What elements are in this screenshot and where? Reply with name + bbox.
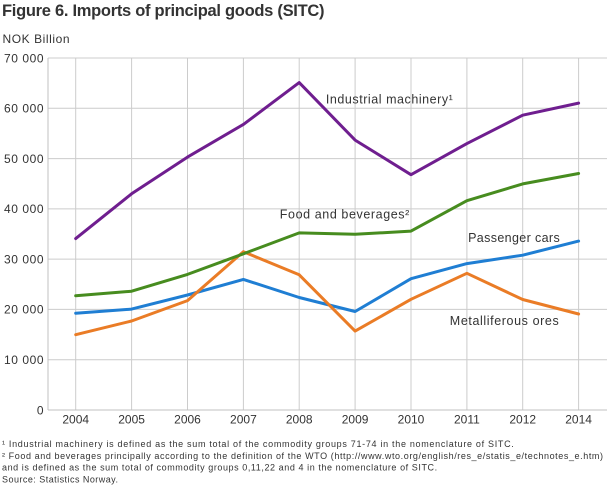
- svg-text:2010: 2010: [398, 413, 425, 427]
- svg-text:2009: 2009: [342, 413, 369, 427]
- svg-text:and is defined as the sum tota: and is defined as the sum total of commo…: [2, 463, 437, 473]
- svg-text:Industrial machinery¹: Industrial machinery¹: [326, 93, 453, 107]
- svg-text:2014: 2014: [565, 413, 592, 427]
- svg-text:10 000: 10 000: [4, 353, 44, 367]
- svg-text:0: 0: [37, 403, 44, 417]
- svg-text:Passenger cars: Passenger cars: [468, 231, 560, 245]
- svg-text:70 000: 70 000: [4, 51, 44, 65]
- svg-text:Source: Statistics Norway.: Source: Statistics Norway.: [2, 474, 118, 484]
- svg-text:2006: 2006: [174, 413, 201, 427]
- svg-text:60 000: 60 000: [4, 102, 44, 116]
- svg-text:NOK Billion: NOK Billion: [3, 32, 70, 46]
- svg-text:¹ Industrial machinery is defi: ¹ Industrial machinery is defined as the…: [2, 439, 514, 449]
- svg-text:2008: 2008: [286, 413, 313, 427]
- svg-text:Food and beverages²: Food and beverages²: [280, 208, 410, 222]
- svg-text:2004: 2004: [62, 413, 89, 427]
- svg-text:2011: 2011: [454, 413, 480, 427]
- svg-text:50 000: 50 000: [4, 152, 44, 166]
- svg-text:Figure 6. Imports of principal: Figure 6. Imports of principal goods (SI…: [2, 2, 325, 20]
- svg-text:20 000: 20 000: [4, 303, 44, 317]
- svg-text:30 000: 30 000: [4, 252, 44, 266]
- svg-text:2005: 2005: [118, 413, 145, 427]
- svg-text:Metalliferous ores: Metalliferous ores: [450, 314, 559, 328]
- svg-text:² Food and beverages principal: ² Food and beverages principally accordi…: [2, 451, 603, 461]
- svg-text:2012: 2012: [509, 413, 536, 427]
- svg-text:2007: 2007: [230, 413, 257, 427]
- svg-text:40 000: 40 000: [4, 202, 44, 216]
